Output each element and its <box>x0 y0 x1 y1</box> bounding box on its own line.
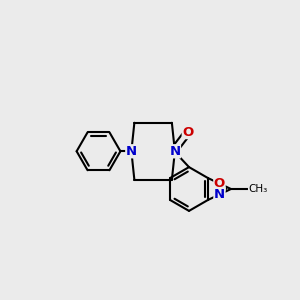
Text: O: O <box>214 177 225 190</box>
Text: N: N <box>214 188 225 201</box>
Text: N: N <box>169 145 180 158</box>
Text: O: O <box>182 126 194 139</box>
Text: CH₃: CH₃ <box>248 184 268 194</box>
Text: N: N <box>126 145 137 158</box>
